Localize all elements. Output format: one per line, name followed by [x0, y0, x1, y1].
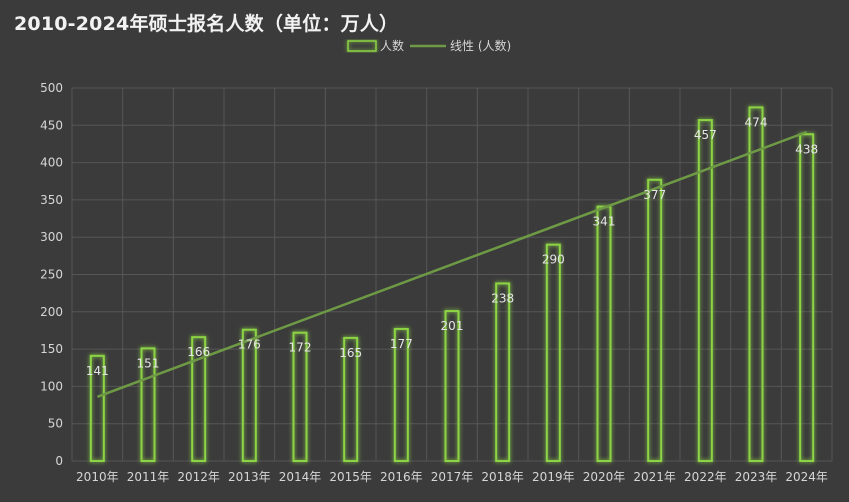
- bar-layer: [89, 106, 815, 463]
- y-tick-label: 100: [40, 379, 63, 393]
- x-tick-label: 2016年: [380, 470, 423, 484]
- y-tick-label: 250: [40, 268, 63, 282]
- y-tick-label: 50: [48, 417, 63, 431]
- bar: [748, 106, 764, 463]
- trendline: [96, 130, 808, 399]
- x-tick-label: 2015年: [329, 470, 372, 484]
- x-tick-label: 2023年: [735, 470, 778, 484]
- legend-swatch-bar: [347, 40, 377, 52]
- data-label: 290: [542, 253, 565, 267]
- bar: [140, 347, 156, 463]
- x-tick-label: 2010年: [76, 470, 119, 484]
- legend: 人数 线性 (人数): [347, 38, 511, 53]
- x-tick-label: 2018年: [481, 470, 524, 484]
- label-layer: 141 2010年 151 2011年 166 2012年 176 2013年 172 2014年…: [76, 115, 828, 484]
- x-tick-label: 2024年: [785, 470, 828, 484]
- y-tick-label: 300: [40, 230, 63, 244]
- x-tick-label: 2022年: [684, 470, 727, 484]
- bar: [241, 328, 257, 463]
- bar: [647, 178, 663, 462]
- data-label: 176: [238, 338, 261, 352]
- data-label: 238: [491, 291, 514, 305]
- bar: [545, 243, 561, 462]
- x-tick-label: 2019年: [532, 470, 575, 484]
- bar: [292, 331, 308, 462]
- x-tick-label: 2020年: [583, 470, 626, 484]
- data-label: 341: [593, 215, 616, 229]
- x-tick-label: 2014年: [279, 470, 322, 484]
- data-label: 377: [643, 188, 666, 202]
- data-label: 151: [137, 356, 160, 370]
- data-label: 457: [694, 128, 717, 142]
- bar: [596, 205, 612, 462]
- bar: [697, 119, 713, 462]
- y-tick-label: 400: [40, 156, 63, 170]
- y-tick-label: 500: [40, 81, 63, 95]
- trendline-layer: [96, 130, 808, 399]
- y-tick-label: 0: [55, 454, 63, 468]
- x-tick-label: 2021年: [633, 470, 676, 484]
- bar: [89, 354, 105, 462]
- y-tick-label: 450: [40, 118, 63, 132]
- data-label: 177: [390, 337, 413, 351]
- data-label: 166: [187, 345, 210, 359]
- data-label: 172: [289, 341, 312, 355]
- bar: [495, 282, 511, 462]
- y-tick-label: 150: [40, 342, 63, 356]
- bar: [191, 336, 207, 462]
- bar: [799, 133, 815, 462]
- bar: [393, 327, 409, 463]
- x-tick-label: 2017年: [431, 470, 474, 484]
- x-tick-label: 2011年: [127, 470, 170, 484]
- legend-label-bar: 人数: [380, 38, 404, 53]
- chart-title: 2010-2024年硕士报名人数（单位：万人）: [14, 13, 399, 35]
- y-tick-label: 200: [40, 305, 63, 319]
- bar: [343, 336, 359, 462]
- y-tick-label: 350: [40, 193, 63, 207]
- grid-layer: 0 50 100 150 200 250 300 350 400 450 500: [40, 81, 833, 468]
- legend-label-trendline: 线性 (人数): [450, 38, 511, 53]
- x-tick-label: 2012年: [177, 470, 220, 484]
- data-label: 474: [745, 115, 768, 129]
- data-label: 165: [339, 346, 362, 360]
- data-label: 438: [795, 142, 818, 156]
- bar: [444, 310, 460, 462]
- x-tick-label: 2013年: [228, 470, 271, 484]
- data-label: 141: [86, 364, 109, 378]
- data-label: 201: [441, 319, 464, 333]
